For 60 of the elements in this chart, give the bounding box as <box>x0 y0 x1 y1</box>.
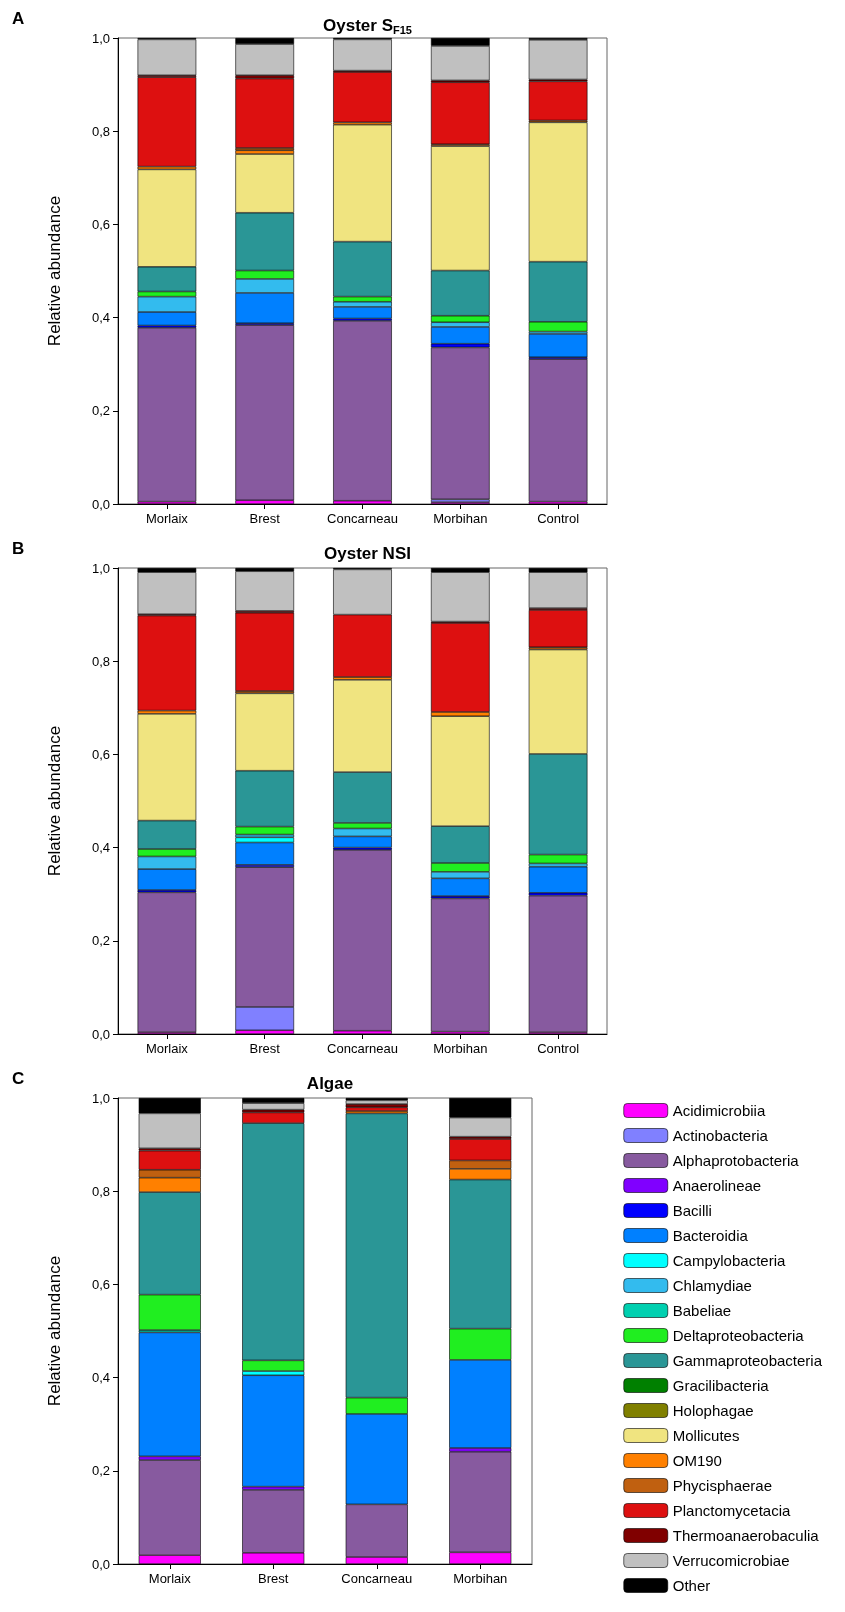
chart-title: Algae <box>306 1074 354 1093</box>
legend-label: Verrucomicrobiae <box>672 1552 790 1569</box>
legend-label: Gracilibacteria <box>672 1377 770 1394</box>
text: A <box>12 9 25 28</box>
x-tick-label: Morlaix <box>145 1041 189 1056</box>
x-tick-label: Concarneau <box>327 1041 398 1056</box>
legend-label: Alphaprotobacteria <box>672 1152 800 1169</box>
x-tick-label: Control <box>537 1041 580 1056</box>
y-tick-label: 0,2 <box>91 933 110 949</box>
legend-label: Mollicutes <box>672 1427 740 1444</box>
x-tick-label: Concarneau <box>341 1571 413 1586</box>
x-tick-label: Control <box>537 511 580 526</box>
y-tick-label: 0,4 <box>91 840 110 856</box>
text: B <box>12 539 25 558</box>
y-tick-label: 0,6 <box>91 216 110 232</box>
legend-label: Acidimicrobiia <box>672 1102 766 1119</box>
y-axis-title: Relative abundance <box>45 1255 64 1407</box>
legend-label: Bacteroidia <box>672 1227 749 1244</box>
legend-label: Deltaproteobacteria <box>672 1327 805 1344</box>
y-tick-label: 0,8 <box>91 653 110 669</box>
x-tick-label: Morlaix <box>145 511 189 526</box>
y-tick-label: 0,8 <box>91 1183 110 1199</box>
y-tick-label: 0,0 <box>91 1026 110 1042</box>
y-tick-label: 1,0 <box>91 30 110 46</box>
legend-label: OM190 <box>672 1452 722 1469</box>
x-tick-label: Brest <box>249 1041 281 1056</box>
legend-label: Thermoanaerobaculia <box>672 1527 820 1544</box>
legend-label: Bacilli <box>672 1202 712 1219</box>
x-tick-label: Morlaix <box>148 1571 192 1586</box>
y-axis-title: Relative abundance <box>45 195 64 347</box>
text: C <box>12 1069 25 1088</box>
x-tick-label: Brest <box>258 1571 289 1586</box>
legend-label: Actinobacteria <box>672 1127 769 1144</box>
y-tick-label: 0,4 <box>91 1370 110 1386</box>
legend-label: Campylobacteria <box>672 1252 786 1269</box>
y-tick-label: 0,6 <box>91 1276 110 1292</box>
y-tick-label: 1,0 <box>91 560 110 576</box>
y-tick-label: 0,2 <box>91 403 110 419</box>
y-tick-label: 0,4 <box>91 310 110 326</box>
x-tick-label: Concarneau <box>327 511 398 526</box>
x-tick-label: Brest <box>249 511 281 526</box>
legend-label: Phycisphaerae <box>672 1477 772 1494</box>
x-tick-label: Morbihan <box>453 1571 508 1586</box>
x-tick-label: Morbihan <box>433 1041 488 1056</box>
chart-title: Oyster NSI <box>324 544 411 563</box>
y-tick-label: 0,2 <box>91 1463 110 1479</box>
y-tick-label: 0,6 <box>91 746 110 762</box>
x-tick-label: Morbihan <box>433 511 488 526</box>
y-tick-label: 1,0 <box>91 1090 110 1106</box>
legend-label: Holophagae <box>672 1402 754 1419</box>
y-axis-title: Relative abundance <box>45 725 64 877</box>
y-tick-label: 0,8 <box>91 123 110 139</box>
y-tick-label: 0,0 <box>91 496 110 512</box>
legend-label: Gammaproteobacteria <box>672 1352 823 1369</box>
y-tick-label: 0,0 <box>91 1556 110 1572</box>
legend-label: Other <box>672 1577 711 1594</box>
legend-label: Planctomycetacia <box>672 1502 791 1519</box>
legend-label: Chlamydiae <box>672 1277 752 1294</box>
legend-label: Babeliae <box>672 1302 732 1319</box>
legend-label: Anaerolineae <box>672 1177 762 1194</box>
